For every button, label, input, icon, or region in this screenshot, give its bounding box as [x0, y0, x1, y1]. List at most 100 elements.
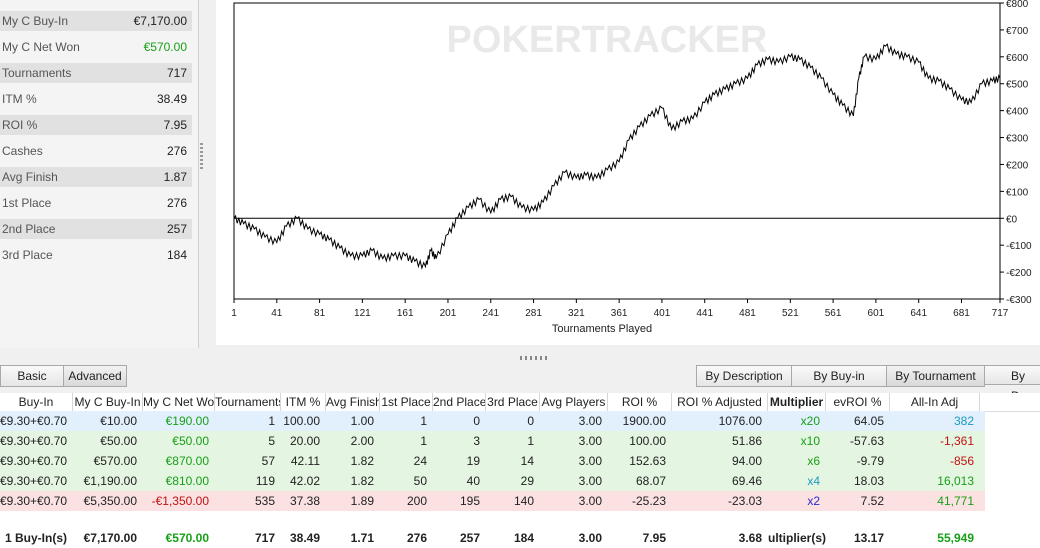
column-header[interactable]: Buy-In [0, 393, 73, 411]
table-cell: €10.00 [100, 414, 137, 428]
table-cell: 1076.00 [718, 414, 762, 428]
table-cell: €810.00 [165, 474, 209, 488]
column-header[interactable]: ROI % Adjusted [672, 393, 768, 411]
column-header[interactable]: My C Buy-In [73, 393, 143, 411]
column-header[interactable]: ITM % [281, 393, 326, 411]
plot-frame [233, 2, 1001, 300]
stat-label: ITM % [2, 92, 37, 106]
stat-row: ITM % 38.49 [0, 89, 192, 109]
y-tick-label: €0 [1006, 214, 1018, 225]
chart-panel: POKERTRACKER €800 €700 €600 €500 €400 €300 €200… [216, 0, 1040, 345]
table-row[interactable]: €9.30+€0.70 €570.00 €870.00 57 42.11 1.82 24 19… [0, 451, 985, 471]
table-cell: 195 [459, 494, 480, 508]
tab-by-tournament[interactable]: By Tournament [886, 365, 985, 387]
table-cell: 0 [473, 414, 480, 428]
column-header[interactable]: My C Net Won [143, 393, 215, 411]
x-tick-label: 41 [271, 308, 283, 319]
table-cell: €5,350.00 [83, 494, 137, 508]
tab-by-description[interactable]: By Description [696, 365, 792, 387]
table-cell: 3.00 [578, 454, 602, 468]
table-cell: 68.07 [635, 474, 666, 488]
column-header[interactable]: Avg Finish [326, 393, 380, 411]
table-cell: 1.82 [350, 474, 374, 488]
table-cell: 1.82 [350, 454, 374, 468]
totals-cell: 276 [406, 531, 427, 545]
totals-cell: 55,949 [937, 531, 974, 545]
table-row[interactable]: €9.30+€0.70 €1,190.00 €810.00 119 42.02 1.82 5… [0, 471, 985, 491]
table-cell: 1 [527, 434, 534, 448]
stat-value: 276 [166, 196, 187, 210]
stat-row: ROI % 7.95 [0, 115, 192, 135]
horizontal-splitter-grip[interactable] [520, 356, 550, 360]
table-cell: 1900.00 [622, 414, 666, 428]
table-cell: 37.38 [289, 494, 320, 508]
table-cell: x20 [800, 414, 820, 428]
stat-value: €570.00 [143, 40, 187, 54]
table-cell: €190.00 [165, 414, 209, 428]
column-header[interactable]: 2nd Place [433, 393, 486, 411]
y-tick-label: €200 [1006, 160, 1029, 171]
table-row[interactable]: €9.30+€0.70 €5,350.00 -€1,350.00 535 37.38 1.… [0, 491, 985, 511]
stat-value: 276 [166, 144, 187, 158]
table-cell: 29 [520, 474, 534, 488]
table-cell: 1.00 [350, 414, 374, 428]
table-cell: 64.05 [853, 414, 884, 428]
stat-label: Tournaments [2, 66, 72, 80]
x-tick-label: 161 [397, 308, 414, 319]
stat-label: My C Buy-In [2, 14, 69, 28]
totals-cell: €7,170.00 [83, 531, 137, 545]
table-cell: 140 [513, 494, 534, 508]
table-cell: €570.00 [93, 454, 137, 468]
x-tick-label: 401 [654, 308, 671, 319]
tab-basic[interactable]: Basic [0, 365, 64, 387]
stat-label: 2nd Place [2, 222, 56, 236]
table-cell: 50 [413, 474, 427, 488]
x-tick-label: 601 [868, 308, 885, 319]
x-tick-label: 641 [910, 308, 927, 319]
table-cell: 200 [406, 494, 427, 508]
y-tick-label: €100 [1006, 187, 1029, 198]
table-cell: x10 [800, 434, 820, 448]
column-header[interactable]: Tournaments [215, 393, 281, 411]
x-tick-label: 241 [482, 308, 499, 319]
vertical-splitter-grip[interactable] [200, 143, 203, 169]
totals-cell: ultiplier(s) [768, 531, 826, 545]
stat-label: 1st Place [2, 196, 52, 210]
x-tick-label: 361 [611, 308, 628, 319]
column-header[interactable]: Avg Players [540, 393, 608, 411]
tab-by-date[interactable]: By Da [984, 365, 1040, 403]
tab-by-buy-in[interactable]: By Buy-in [791, 365, 887, 387]
stat-value: 717 [166, 66, 187, 80]
x-tick-label: 717 [992, 308, 1009, 319]
y-tick-label: €500 [1006, 80, 1029, 91]
table-cell: €9.30+€0.70 [0, 454, 67, 468]
pokertracker-watermark: POKERTRACKER [447, 19, 768, 61]
table-cell: 40 [466, 474, 480, 488]
totals-cell: 717 [254, 531, 275, 545]
column-header[interactable]: ROI % [608, 393, 672, 411]
table-cell: €9.30+€0.70 [0, 414, 67, 428]
table-cell: 20.00 [289, 434, 320, 448]
table-cell: €9.30+€0.70 [0, 474, 67, 488]
stat-row: Cashes 276 [0, 141, 192, 161]
table-cell: €9.30+€0.70 [0, 434, 67, 448]
stat-row: Avg Finish 1.87 [0, 167, 192, 187]
column-header[interactable]: 3rd Place [486, 393, 540, 411]
net-won-series-line [233, 43, 1001, 270]
column-header[interactable]: 1st Place [380, 393, 433, 411]
profit-chart: POKERTRACKER €800 €700 €600 €500 €400 €300 €200… [231, 0, 1032, 335]
x-tick-label: 481 [739, 308, 756, 319]
x-tick-label: 281 [525, 308, 542, 319]
table-cell: 14 [520, 454, 534, 468]
totals-cell: 3.68 [738, 531, 762, 545]
table-row[interactable]: €9.30+€0.70 €50.00 €50.00 5 20.00 2.00 1 3 1 3.00… [0, 431, 985, 451]
column-header[interactable]: Multiplier [768, 393, 826, 411]
table-cell: 100.00 [629, 434, 666, 448]
column-header[interactable]: All-In Adj [890, 393, 980, 411]
table-cell: 382 [953, 414, 974, 428]
tab-advanced[interactable]: Advanced [63, 365, 127, 387]
column-header[interactable]: evROI % [826, 393, 890, 411]
table-row[interactable]: €9.30+€0.70 €10.00 €190.00 1 100.00 1.00 1 0 0 3.… [0, 411, 985, 431]
table-cell: 1 [420, 414, 427, 428]
table-cell: -9.79 [856, 454, 884, 468]
